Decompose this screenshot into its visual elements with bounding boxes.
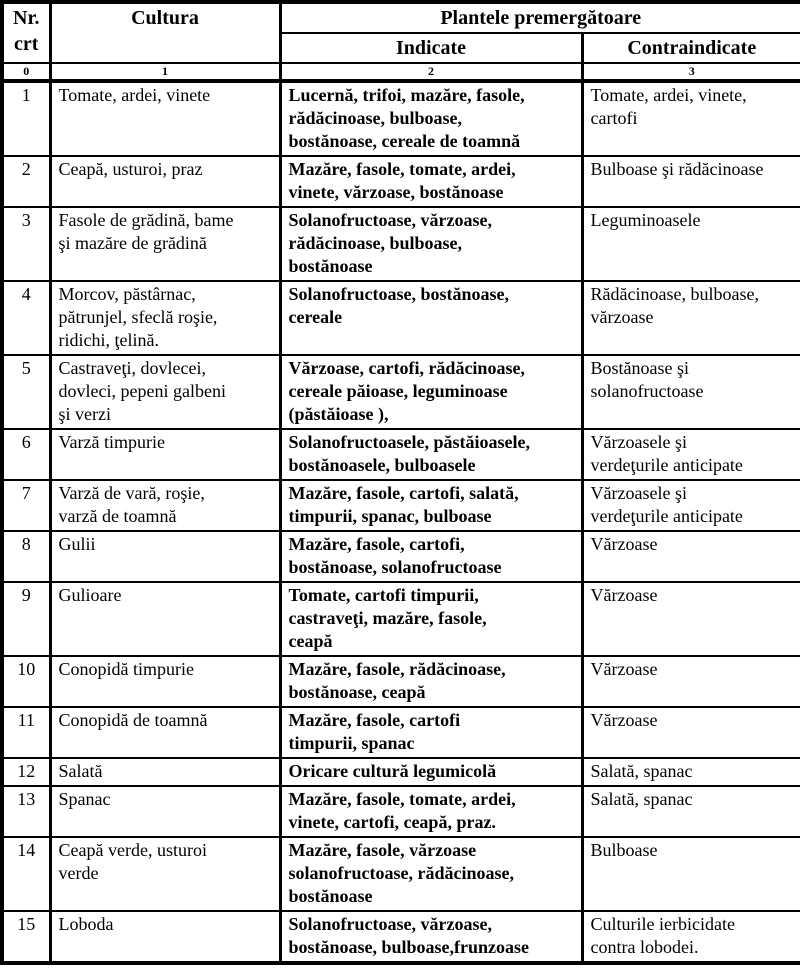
- row-number-cell: 8: [0, 530, 52, 583]
- table-row: 11 Conopidă de toamnă Mazăre, fasole, ca…: [0, 706, 800, 759]
- header-contraindicate: Contraindicate: [580, 32, 800, 64]
- table-row: 8 Gulii Mazăre, fasole, cartofi, bostăno…: [0, 530, 800, 583]
- indicate-cell: Lucernă, trifoi, mazăre, fasole, rădăcin…: [278, 80, 584, 157]
- header-cultura: Cultura: [48, 1, 282, 64]
- contraindicate-cell: Bulboase: [580, 836, 800, 912]
- header-indicate: Indicate: [278, 32, 584, 64]
- indicate-cell: Solanofructoasele, păstăioasele, bostăno…: [278, 428, 584, 481]
- cultura-cell: Loboda: [48, 910, 282, 964]
- row-number-cell: 11: [0, 706, 52, 759]
- table-row: 3 Fasole de grădină, bame şi mazăre de g…: [0, 206, 800, 282]
- row-number-cell: 13: [0, 785, 52, 838]
- table-body: 1 Tomate, ardei, vinete Lucernă, trifoi,…: [0, 80, 800, 964]
- indicate-cell: Mazăre, fasole, tomate, ardei, vinete, v…: [278, 155, 584, 208]
- indicate-cell: Oricare cultură legumicolă: [278, 757, 584, 787]
- contraindicate-cell: Vărzoasele şi verdeţurile anticipate: [580, 428, 800, 481]
- row-number-cell: 14: [0, 836, 52, 912]
- indicate-cell: Mazăre, fasole, cartofi, bostănoase, sol…: [278, 530, 584, 583]
- row-number-cell: 7: [0, 479, 52, 532]
- row-number-cell: 6: [0, 428, 52, 481]
- contraindicate-cell: Vărzoase: [580, 706, 800, 759]
- table-row: 7 Varză de vară, roşie, varză de toamnă …: [0, 479, 800, 532]
- contraindicate-cell: Vărzoase: [580, 581, 800, 657]
- cultura-cell: Gulioare: [48, 581, 282, 657]
- cultura-cell: Varză timpurie: [48, 428, 282, 481]
- table-row: 5 Castraveţi, dovlecei, dovleci, pepeni …: [0, 354, 800, 430]
- column-index-3: 3: [580, 62, 800, 83]
- row-number-cell: 5: [0, 354, 52, 430]
- cultura-cell: Ceapă verde, usturoi verde: [48, 836, 282, 912]
- contraindicate-cell: Rădăcinoase, bulboase, vărzoase: [580, 280, 800, 356]
- table-row: 14 Ceapă verde, usturoi verde Mazăre, fa…: [0, 836, 800, 912]
- contraindicate-cell: Bostănoase şi solanofructoase: [580, 354, 800, 430]
- cultura-cell: Tomate, ardei, vinete: [48, 80, 282, 157]
- contraindicate-cell: Salată, spanac: [580, 785, 800, 838]
- header-plantele-premergatoare: Plantele premergătoare: [278, 1, 800, 34]
- indicate-cell: Tomate, cartofi timpurii, castraveţi, ma…: [278, 581, 584, 657]
- contraindicate-cell: Vărzoasele şi verdeţurile anticipate: [580, 479, 800, 532]
- table-row: 12 Salată Oricare cultură legumicolă Sal…: [0, 757, 800, 787]
- cultura-cell: Varză de vară, roşie, varză de toamnă: [48, 479, 282, 532]
- cultura-cell: Gulii: [48, 530, 282, 583]
- cultura-cell: Fasole de grădină, bame şi mazăre de gră…: [48, 206, 282, 282]
- row-number-cell: 12: [0, 757, 52, 787]
- contraindicate-cell: Vărzoase: [580, 655, 800, 708]
- indicate-cell: Mazăre, fasole, cartofi, salată, timpuri…: [278, 479, 584, 532]
- indicate-cell: Mazăre, fasole, tomate, ardei, vinete, c…: [278, 785, 584, 838]
- table-row: 1 Tomate, ardei, vinete Lucernă, trifoi,…: [0, 80, 800, 157]
- row-number-cell: 4: [0, 280, 52, 356]
- contraindicate-cell: Tomate, ardei, vinete, cartofi: [580, 80, 800, 157]
- header-row-main: Nr. crt Cultura Plantele premergătoare: [0, 1, 800, 64]
- row-number-cell: 9: [0, 581, 52, 657]
- contraindicate-cell: Leguminoasele: [580, 206, 800, 282]
- table-row: 6 Varză timpurie Solanofructoasele, păst…: [0, 428, 800, 481]
- contraindicate-cell: Vărzoase: [580, 530, 800, 583]
- table-row: 13 Spanac Mazăre, fasole, tomate, ardei,…: [0, 785, 800, 838]
- row-number-cell: 10: [0, 655, 52, 708]
- table-row: 9 Gulioare Tomate, cartofi timpurii, cas…: [0, 581, 800, 657]
- column-index-row: 0 1 2 3: [0, 62, 800, 83]
- indicate-cell: Solanofructoase, vărzoase, bostănoase, b…: [278, 910, 584, 964]
- cultura-cell: Castraveţi, dovlecei, dovleci, pepeni ga…: [48, 354, 282, 430]
- indicate-cell: Mazăre, fasole, vărzoase solanofructoase…: [278, 836, 584, 912]
- table-row: 4 Morcov, păstârnac, pătrunjel, sfeclă r…: [0, 280, 800, 356]
- table-row: 15 Loboda Solanofructoase, vărzoase, bos…: [0, 910, 800, 964]
- indicate-cell: Vărzoase, cartofi, rădăcinoase, cereale …: [278, 354, 584, 430]
- column-index-2: 2: [278, 62, 584, 83]
- header-nr-crt: Nr. crt: [0, 1, 52, 64]
- indicate-cell: Solanofructoase, vărzoase, rădăcinoase, …: [278, 206, 584, 282]
- indicate-cell: Solanofructoase, bostănoase, cereale: [278, 280, 584, 356]
- table-row: 2 Ceapă, usturoi, praz Mazăre, fasole, t…: [0, 155, 800, 208]
- cultura-cell: Salată: [48, 757, 282, 787]
- row-number-cell: 3: [0, 206, 52, 282]
- indicate-cell: Mazăre, fasole, rădăcinoase, bostănoase,…: [278, 655, 584, 708]
- contraindicate-cell: Salată, spanac: [580, 757, 800, 787]
- row-number-cell: 2: [0, 155, 52, 208]
- header-row-sub: Indicate Contraindicate: [2, 32, 800, 64]
- cultura-cell: Conopidă timpurie: [48, 655, 282, 708]
- contraindicate-cell: Culturile ierbicidate contra lobodei.: [580, 910, 800, 964]
- row-number-cell: 15: [0, 910, 52, 964]
- table-header: Nr. crt Cultura Plantele premergătoare I…: [0, 1, 800, 83]
- column-index-0: 0: [0, 62, 52, 83]
- contraindicate-cell: Bulboase şi rădăcinoase: [580, 155, 800, 208]
- cultura-cell: Conopidă de toamnă: [48, 706, 282, 759]
- cultura-cell: Ceapă, usturoi, praz: [48, 155, 282, 208]
- table-row: 10 Conopidă timpurie Mazăre, fasole, răd…: [0, 655, 800, 708]
- cultura-cell: Morcov, păstârnac, pătrunjel, sfeclă roş…: [48, 280, 282, 356]
- column-index-1: 1: [48, 62, 282, 83]
- indicate-cell: Mazăre, fasole, cartofi timpurii, spanac: [278, 706, 584, 759]
- row-number-cell: 1: [0, 80, 52, 157]
- cultura-cell: Spanac: [48, 785, 282, 838]
